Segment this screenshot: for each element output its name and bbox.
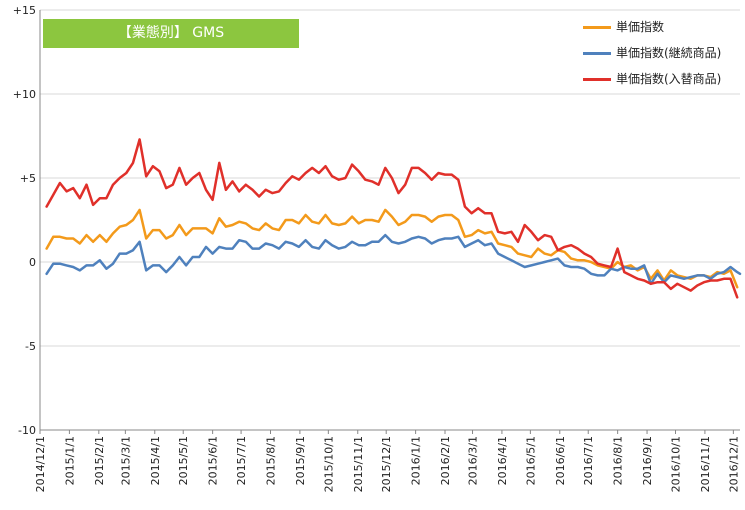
x-tick-label: 2015/8/1 <box>264 436 277 485</box>
x-tick-label: 2016/1/1 <box>410 436 423 485</box>
x-tick-label: 2015/9/1 <box>294 436 307 485</box>
legend-label: 単価指数(入替商品) <box>616 72 722 86</box>
x-tick-label: 2016/7/1 <box>582 436 595 485</box>
x-tick-label: 2016/4/1 <box>496 436 509 485</box>
x-tick-label: 2016/3/1 <box>467 436 480 485</box>
y-tick-label: +10 <box>13 88 36 101</box>
x-tick-label: 2015/5/1 <box>177 436 190 485</box>
legend-item: 単価指数(継続商品) <box>583 42 743 68</box>
x-tick-label: 2016/10/1 <box>670 436 683 492</box>
x-tick-label: 2016/2/1 <box>439 436 452 485</box>
x-tick-label: 2015/2/1 <box>93 436 106 485</box>
y-tick-label: -10 <box>18 424 36 437</box>
legend-item: 単価指数(入替商品) <box>583 68 743 94</box>
x-tick-label: 2015/7/1 <box>235 436 248 485</box>
x-tick-label: 2014/12/1 <box>34 436 47 492</box>
legend-swatch <box>583 26 611 29</box>
x-tick-label: 2015/12/1 <box>380 436 393 492</box>
x-tick-label: 2016/11/1 <box>699 436 712 492</box>
y-tick-label: 0 <box>29 256 36 269</box>
series-line-2 <box>45 233 742 286</box>
x-tick-label: 2015/10/1 <box>322 436 335 492</box>
x-tick-label: 2016/8/1 <box>612 436 625 485</box>
legend-swatch <box>583 78 611 81</box>
x-tick-label: 2016/6/1 <box>554 436 567 485</box>
x-tick-label: 2016/5/1 <box>524 436 537 485</box>
x-tick-label: 2015/11/1 <box>352 436 365 492</box>
y-tick-label: -5 <box>25 340 36 353</box>
legend-swatch <box>583 52 611 55</box>
x-tick-label: 2016/9/1 <box>641 436 654 485</box>
chart-title: 【業態別】 GMS <box>117 25 225 41</box>
x-tick-label: 2015/6/1 <box>207 436 220 485</box>
legend-label: 単価指数(継続商品) <box>616 46 722 60</box>
series-layer <box>45 138 742 299</box>
legend: 単価指数 単価指数(継続商品) 単価指数(入替商品) <box>583 16 743 94</box>
x-tick-label: 2016/12/1 <box>727 436 740 492</box>
chart-title-box: 【業態別】 GMS <box>43 19 299 48</box>
x-tick-label: 2015/3/1 <box>119 436 132 485</box>
y-tick-label: +5 <box>20 172 36 185</box>
x-tick-label: 2015/4/1 <box>149 436 162 485</box>
series-line-3 <box>45 138 739 299</box>
y-tick-label: +15 <box>13 4 36 17</box>
x-tick-label: 2015/1/1 <box>63 436 76 485</box>
legend-label: 単価指数 <box>616 20 665 34</box>
legend-item: 単価指数 <box>583 16 743 42</box>
